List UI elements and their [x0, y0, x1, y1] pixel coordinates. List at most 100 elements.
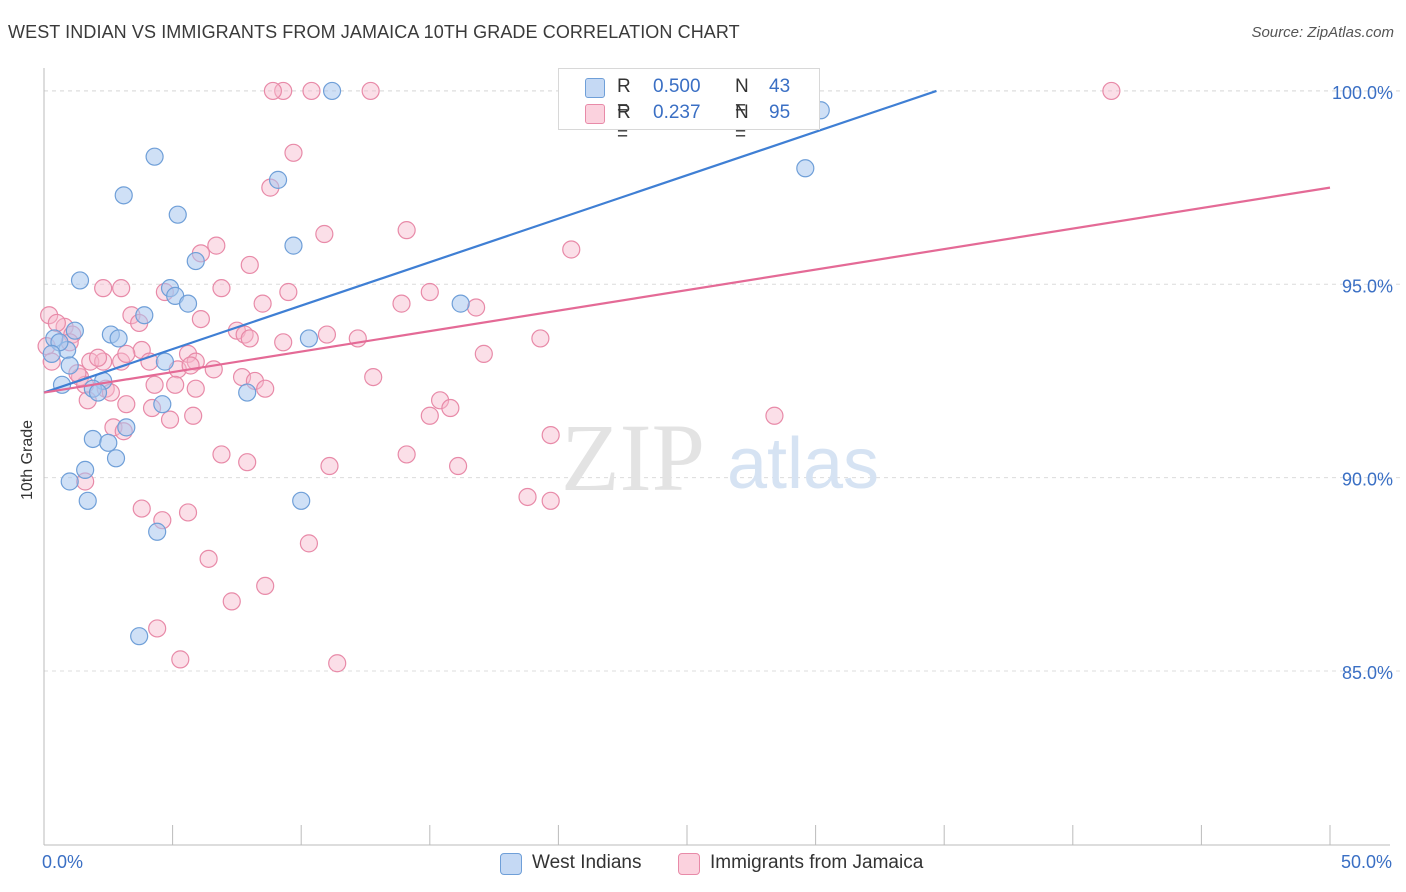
data-point [441, 398, 460, 418]
data-point [60, 356, 79, 375]
legend-n-label: N = [735, 102, 749, 145]
data-point [60, 472, 79, 491]
data-point [361, 81, 380, 101]
x-tick-max: 50.0% [1340, 852, 1392, 872]
data-point [420, 282, 439, 302]
data-point [42, 344, 61, 363]
data-point [186, 251, 205, 271]
data-point [88, 348, 108, 367]
legend-label-west-indians: West Indians [532, 852, 642, 873]
trend-line [43, 89, 937, 394]
data-point [315, 224, 334, 244]
data-point [40, 306, 59, 325]
series-immigrants-from-jamaica-points [37, 81, 1121, 673]
source-label: Source: ZipAtlas.com [1251, 24, 1394, 41]
legend-swatch-west-indians [500, 853, 522, 875]
chart-title: WEST INDIAN VS IMMIGRANTS FROM JAMAICA 1… [8, 22, 740, 42]
data-point [148, 522, 167, 541]
data-point [420, 406, 439, 425]
data-point [184, 406, 203, 425]
data-point [199, 549, 218, 568]
data-point [148, 619, 167, 638]
data-point [112, 279, 131, 298]
data-point [153, 395, 172, 414]
data-point [531, 329, 550, 348]
data-point [299, 534, 319, 553]
grid-lines [44, 90, 1400, 672]
data-point [541, 425, 560, 445]
data-point [204, 360, 223, 379]
y-tick-labels: 85.0% 90.0% 95.0% 100.0% [1332, 83, 1393, 683]
data-point [99, 433, 118, 452]
data-point [240, 329, 259, 348]
legend-n-value: 43 [769, 76, 791, 97]
data-point [562, 240, 581, 259]
legend-swatch-jamaica [678, 853, 700, 875]
data-point [322, 81, 342, 101]
y-tick-label: 90.0% [1342, 470, 1393, 490]
watermark-zip: ZIP [561, 404, 705, 511]
data-point [448, 456, 468, 476]
data-point [178, 503, 198, 522]
data-point [114, 186, 133, 205]
data-point [78, 491, 97, 510]
data-point [392, 294, 411, 313]
data-point [474, 344, 493, 363]
data-point [117, 395, 136, 414]
y-tick-label: 85.0% [1342, 663, 1393, 683]
data-point [292, 491, 311, 510]
legend-r-value: 0.500 [653, 76, 701, 97]
data-point [212, 445, 231, 464]
data-point [168, 205, 187, 224]
data-point [178, 344, 198, 363]
watermark: ZIP atlas [561, 404, 879, 511]
data-point [109, 329, 128, 348]
data-point [181, 356, 200, 375]
data-point [222, 592, 241, 611]
legend-swatch-blue [585, 78, 605, 98]
data-point [518, 487, 537, 507]
data-point [155, 352, 174, 371]
data-point [240, 255, 259, 275]
data-point [191, 309, 210, 329]
legend-swatch-pink [585, 104, 605, 124]
data-point [178, 294, 198, 313]
data-point [186, 379, 205, 398]
data-point [451, 294, 470, 313]
data-point [397, 445, 416, 464]
axes [43, 68, 1390, 846]
y-tick-label: 95.0% [1342, 276, 1393, 296]
data-point [145, 375, 164, 394]
data-point [796, 159, 815, 178]
data-point [145, 147, 164, 166]
data-point [274, 333, 293, 352]
data-point [212, 279, 231, 298]
data-point [135, 306, 154, 325]
data-point [88, 383, 108, 402]
data-point [117, 418, 136, 437]
trend-lines [43, 89, 1331, 394]
data-point [284, 236, 303, 255]
legend-r-value: 0.237 [653, 102, 701, 123]
data-point [364, 367, 383, 387]
data-point [1102, 81, 1121, 101]
data-point [328, 654, 347, 673]
trend-line [43, 186, 1331, 394]
data-point [274, 81, 293, 101]
data-point [541, 491, 560, 510]
data-point [256, 379, 275, 398]
data-point [279, 282, 298, 302]
y-tick-label: 100.0% [1332, 83, 1393, 103]
data-point [466, 298, 486, 317]
data-point [106, 449, 126, 468]
data-point [47, 313, 66, 333]
legend-label-jamaica: Immigrants from Jamaica [710, 852, 924, 873]
data-point [256, 576, 275, 596]
data-point [83, 429, 102, 449]
data-point [253, 294, 272, 313]
data-point [320, 456, 339, 476]
legend-r-label: R = [617, 76, 631, 119]
data-point [94, 279, 113, 298]
data-point [299, 329, 319, 348]
